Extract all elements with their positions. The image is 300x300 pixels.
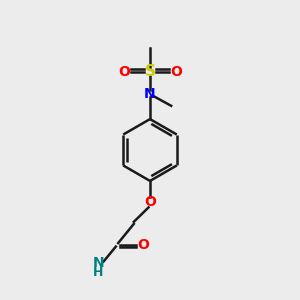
Text: H: H xyxy=(93,266,104,279)
Text: N: N xyxy=(93,256,104,270)
Text: O: O xyxy=(118,65,130,79)
Text: O: O xyxy=(144,195,156,209)
Text: O: O xyxy=(170,65,182,79)
Text: S: S xyxy=(145,64,155,80)
Text: N: N xyxy=(144,87,156,101)
Text: O: O xyxy=(137,238,149,251)
